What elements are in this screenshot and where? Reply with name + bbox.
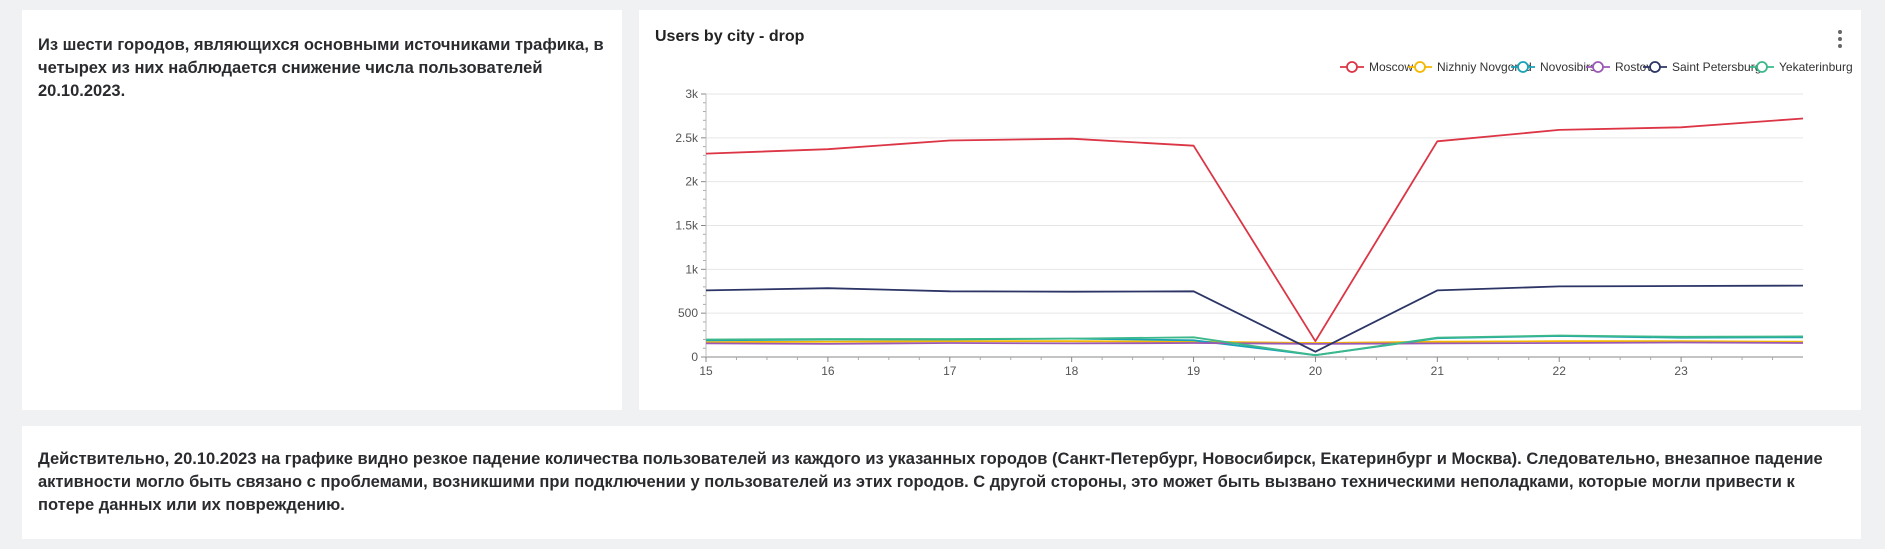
series-line: [705, 117, 1804, 343]
y-tick-label: 2k: [685, 175, 699, 189]
y-tick-label: 1k: [685, 262, 699, 276]
chart-card: Users by city - drop 0 500 1k 1.5k 2k 2.5k 3k 1…: [639, 10, 1861, 410]
x-tick-label: 21: [1431, 364, 1445, 378]
legend-label: Moscow: [1369, 60, 1413, 74]
x-tick-label: 15: [699, 364, 713, 378]
series-line: [705, 334, 1804, 357]
x-tick-label: 19: [1187, 364, 1201, 378]
y-tick-label: 3k: [685, 87, 699, 101]
x-tick-label: 18: [1065, 364, 1079, 378]
legend-marker: [1649, 61, 1661, 73]
x-tick-label: 17: [943, 364, 957, 378]
x-tick-label: 16: [821, 364, 835, 378]
summary-text: Из шести городов, являющихся основными и…: [38, 36, 604, 100]
line-chart: 0 500 1k 1.5k 2k 2.5k 3k 15 16 17 18 19 20 21 22 23 Mosc…: [675, 60, 1853, 378]
y-tick-label: 2.5k: [675, 131, 699, 145]
legend-marker: [1592, 61, 1604, 73]
series-line: [705, 341, 1804, 345]
legend-marker: [1346, 61, 1358, 73]
legend-label: Rostov: [1615, 60, 1652, 74]
y-tick-label: 0: [691, 350, 698, 364]
legend-label: Yekaterinburg: [1779, 60, 1853, 74]
legend-marker: [1517, 61, 1529, 73]
series-line: [705, 340, 1804, 344]
x-tick-label: 20: [1309, 364, 1323, 378]
legend-label: Nizhniy Novgorod: [1437, 60, 1532, 74]
y-tick-label: 1.5k: [675, 219, 699, 233]
legend-label: Novosibirsk: [1540, 60, 1603, 74]
chart-title: Users by city - drop: [655, 28, 805, 45]
y-tick-label: 500: [678, 306, 698, 320]
x-tick-label: 22: [1553, 364, 1567, 378]
more-options-icon[interactable]: [1837, 30, 1843, 50]
series-line: [705, 284, 1804, 353]
x-tick-label: 23: [1674, 364, 1688, 378]
conclusion-text: Действительно, 20.10.2023 на графике вид…: [38, 450, 1823, 514]
summary-card: Из шести городов, являющихся основными и…: [22, 10, 622, 410]
legend-label: Saint Petersburg: [1672, 60, 1761, 74]
legend-marker: [1756, 61, 1768, 73]
conclusion-card: Действительно, 20.10.2023 на графике вид…: [22, 426, 1861, 539]
legend-marker: [1414, 61, 1426, 73]
